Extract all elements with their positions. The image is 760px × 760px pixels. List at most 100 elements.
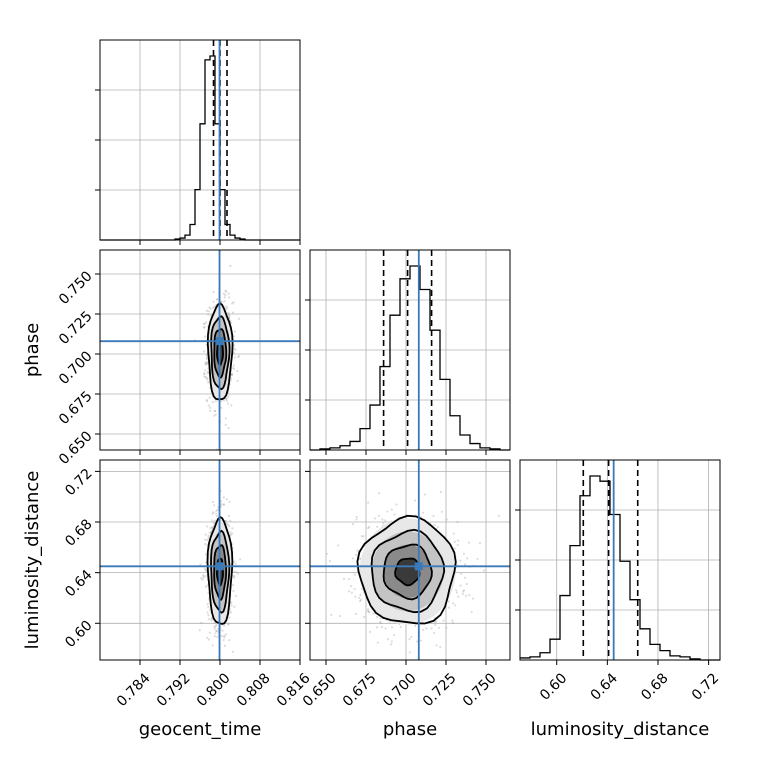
sample-point [214,413,217,416]
sample-point [229,611,233,614]
sample-point [390,640,393,643]
sample-point [232,352,236,355]
sample-point [229,379,232,382]
y-axis-label-phase: phase [22,323,43,377]
sample-point [389,643,393,646]
sample-point [231,527,234,530]
sample-point [203,375,206,378]
sample-point [232,301,235,304]
sample-point [377,514,380,517]
sample-point [377,492,381,495]
sample-point [393,513,396,516]
sample-point [445,518,448,521]
sample-point [379,622,382,625]
sample-point [202,322,205,325]
sample-point [231,650,235,653]
sample-point [376,525,379,528]
sample-point [205,378,208,381]
y-tick-label-phase: 0.725 [56,308,96,348]
sample-point [368,630,372,634]
hist-panel-geocent_time [95,39,301,245]
contour-line [370,528,446,614]
sample-point [208,306,211,309]
sample-point [230,372,233,375]
sample-point [226,623,230,626]
x-tick-label-geocent_time: 0.784 [114,670,154,710]
sample-point [384,627,387,630]
sample-point [445,626,448,629]
sample-point [233,356,237,359]
sample-point [204,568,207,571]
sample-point [222,503,225,506]
sample-point [237,354,240,358]
sample-point [222,503,226,506]
sample-point [470,610,473,613]
sample-point [453,547,456,550]
sample-point [463,576,467,579]
sample-point [384,519,387,522]
frame [99,459,301,661]
contour-line [394,557,421,587]
sample-point [209,457,211,459]
sample-point [224,423,227,426]
truth-marker [414,562,423,571]
sample-point [386,510,389,513]
sample-point [362,615,366,619]
sample-point [236,369,239,372]
sample-point [204,533,207,536]
sample-point [380,625,384,629]
sample-point [212,300,215,303]
sample-point [200,577,203,580]
sample-point [228,500,231,503]
sample-point [381,518,384,521]
sample-point [206,584,209,587]
sample-point [354,553,358,556]
sample-point [408,651,411,654]
sample-point [390,626,394,629]
sample-point [220,406,223,409]
sample-point [233,605,236,608]
sample-point [439,645,442,649]
contour-line [213,328,228,379]
sample-point [223,644,227,647]
sample-point [211,400,215,404]
frame [99,249,301,451]
sample-point [215,509,218,512]
contour-line [356,514,457,625]
sample-point [375,626,379,629]
sample-point [227,314,231,317]
y-tick-label-luminosity_distance: 0.60 [62,618,95,651]
hist-luminosity_distance [520,475,720,661]
sample-point [206,370,210,373]
sample-point [214,632,217,635]
sample-point [438,626,441,630]
sample-point [367,608,370,611]
sample-point [202,574,205,577]
sample-point [227,523,230,526]
sample-point [204,375,207,378]
sample-point [225,522,228,526]
x-axis-label-geocent_time: geocent_time [139,719,262,740]
sample-point [206,372,209,375]
sample-point [216,298,219,301]
sample-point [213,635,217,638]
sample-point [203,373,206,376]
sample-point [215,512,218,515]
sample-point [206,611,209,614]
x-axis-label-luminosity_distance: luminosity_distance [531,719,710,740]
sample-point [207,638,211,641]
contour-line [206,515,234,625]
contour-line [210,315,231,391]
sample-point [209,315,212,318]
frame-luminosity_distance [519,459,721,661]
sample-point [204,363,207,366]
sample-point [209,527,212,530]
sample-point [227,292,230,295]
sample-point [478,541,482,545]
sample-point [367,610,370,613]
sample-point [462,589,466,592]
sample-point [224,633,228,636]
sample-point [214,519,217,522]
sample-point [232,589,235,593]
sample-point [455,591,458,594]
